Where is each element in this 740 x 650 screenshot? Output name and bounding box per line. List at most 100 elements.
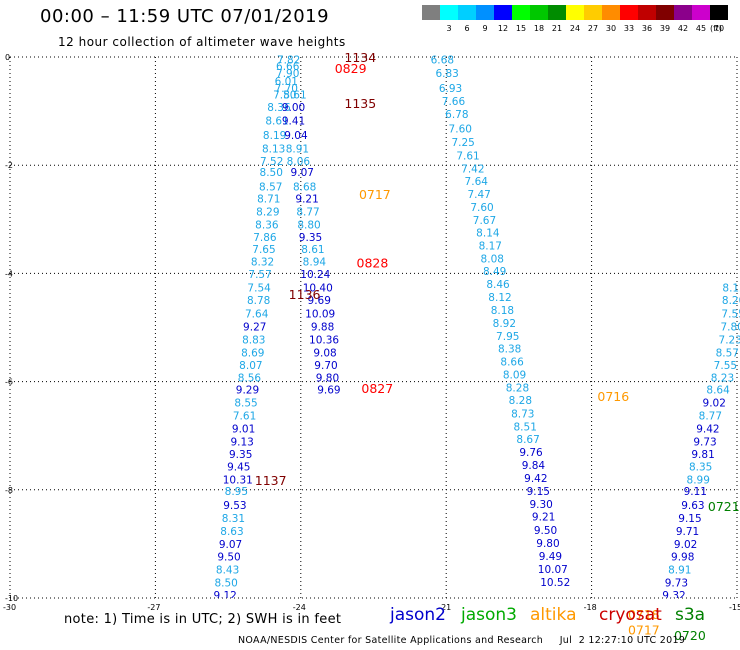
wave-height-value: 6.93 [439,83,462,95]
wave-height-value: 8.36 [255,220,279,232]
legend-cryosat: cryosat [599,605,662,625]
wave-height-value: 9.63 [681,500,704,512]
colorbar-swatch [512,5,530,20]
wave-height-value: 7.80 [720,321,740,333]
colorbar-swatch [530,5,548,20]
colorbar-swatch [692,5,710,20]
wave-height-value: 7.61 [233,411,256,423]
legend-jason2: jason2 [390,605,446,625]
wave-height-value: 8.19 [263,130,286,142]
wave-height-value: 8.09 [503,370,526,382]
wave-height-value: 7.52 [260,156,283,168]
colorbar-label: 6 [464,24,470,33]
colorbar-label: 24 [569,24,581,33]
wave-height-value: 9.15 [527,486,550,498]
wave-height-value: 8.61 [301,244,324,256]
pass-time-label: 1137 [255,473,287,488]
pass-time-label: 0716 [597,389,629,404]
wave-height-value: 8.80 [297,220,320,232]
x-tick-label: -18 [584,603,597,612]
colorbar-swatch [566,5,584,20]
legend-altika: altika [530,605,577,625]
wave-height-value: 7.64 [245,308,269,320]
wave-height-value: 6.01 [275,76,298,88]
colorbar-swatch [440,5,458,20]
colorbar-label: 18 [533,24,545,33]
wave-height-value: 9.08 [313,347,336,359]
wave-height-value: 8.07 [239,360,262,372]
wave-height-value: 8.78 [247,295,270,307]
wave-height-value: 8.51 [514,422,537,434]
footer-credit: NOAA/NESDIS Center for Satellite Applica… [238,635,686,646]
wave-height-value: 9.02 [703,398,726,410]
wave-height-value: 7.64 [465,176,489,188]
wave-height-value: 8.92 [493,318,516,330]
wave-height-value: 8.61 [265,115,288,127]
wave-height-value: 8.91 [668,564,691,576]
wave-height-value: 8.57 [716,347,739,359]
colorbar-swatch [638,5,656,20]
wave-height-value: 8.77 [699,411,722,423]
colorbar-label: 39 [659,24,671,33]
wave-height-value: 7.50 [273,89,296,101]
y-tick-label: 0 [5,53,10,62]
wave-height-value: 10.31 [223,475,253,487]
x-tick-label: -30 [3,603,16,612]
colorbar-label: 70 [713,24,725,33]
colorbar-label: 33 [623,24,635,33]
wave-height-value: 8.49 [483,266,506,278]
wave-height-value: 9.73 [693,437,716,449]
pass-time-label: 0827 [361,381,393,396]
colorbar-label: 3 [446,24,452,33]
wave-height-value: 9.04 [284,130,308,142]
pass-time-label: 0829 [335,61,367,76]
x-tick-label: -27 [147,603,160,612]
wave-height-value: 8.64 [706,385,730,397]
wave-height-value: 7.90 [276,68,299,80]
wave-height-value: 8.36 [267,102,291,114]
colorbar-swatch [422,5,440,20]
wave-height-value: 7.95 [496,331,519,343]
colorbar-unit: (ft) [710,24,723,33]
pass-time-label: 1136 [289,287,321,302]
wave-height-value: 9.81 [691,449,714,461]
wave-height-value: 8.57 [259,181,282,193]
wave-height-value: 8.46 [486,279,510,291]
wave-height-value: 8.55 [234,398,257,410]
wave-height-value: 7.67 [473,215,496,227]
y-tick-label: -6 [5,378,13,387]
wave-height-value: 9.45 [227,462,250,474]
wave-height-value: 7.57 [248,269,271,281]
wave-height-value: 10.52 [540,577,570,589]
pass-time-label: 0828 [357,256,389,271]
colorbar-swatch [548,5,566,20]
x-tick-label: -15 [729,603,740,612]
wave-height-value: 6.66 [276,61,300,73]
wave-height-value: 8.06 [287,156,311,168]
pass-time-label: 0717 [359,187,391,202]
colorbar-label: 15 [515,24,527,33]
x-tick-label: -21 [438,603,451,612]
colorbar-swatch [710,5,728,20]
wave-height-value: 9.30 [529,499,552,511]
wave-height-value: 7.61 [456,150,479,162]
wave-height-value: 8.99 [687,475,710,487]
chart-title: 00:00 – 11:59 UTC 07/01/2019 [40,6,330,27]
wave-height-value: 9.98 [671,551,694,563]
wave-height-value: 8.08 [481,253,504,265]
pass-time-label: 1135 [344,96,376,111]
wave-height-value: 10.07 [538,564,568,576]
wave-height-value: 9.50 [217,551,240,563]
wave-height-value: 8.95 [225,486,248,498]
wave-height-value: 7.25 [451,137,474,149]
wave-height-value: 9.42 [696,424,719,436]
wave-height-value: 9.12 [213,590,236,602]
wave-height-value: 8.61 [283,89,306,101]
wave-height-value: 8.63 [220,526,243,538]
wave-height-value: 10.24 [300,269,330,281]
wave-height-value: 8.28 [509,395,532,407]
wave-height-value: 6.78 [445,109,468,121]
colorbar-label: 27 [587,24,599,33]
wave-height-value: 9.69 [317,385,340,397]
wave-height-value: 8.23 [711,372,734,384]
